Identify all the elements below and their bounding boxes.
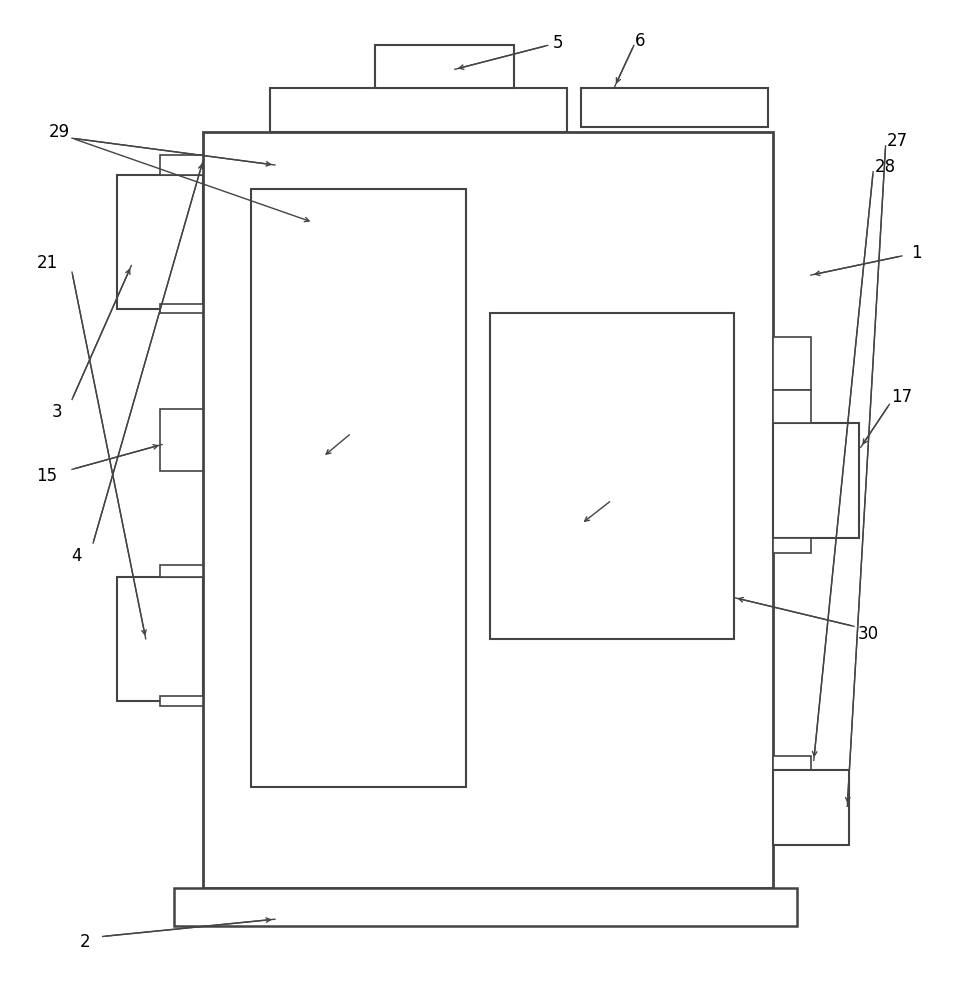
Text: 17: 17: [891, 388, 913, 406]
Text: 1: 1: [911, 244, 921, 262]
Text: 6: 6: [635, 32, 646, 50]
Bar: [175, 888, 796, 926]
Bar: [376, 45, 515, 88]
Bar: [160, 304, 203, 313]
Text: 21: 21: [37, 254, 57, 272]
Bar: [203, 132, 773, 888]
Text: 30: 30: [857, 625, 879, 643]
Bar: [773, 756, 811, 770]
Bar: [773, 337, 811, 390]
Bar: [773, 770, 850, 845]
Bar: [160, 565, 203, 577]
Text: 15: 15: [37, 467, 57, 485]
Bar: [270, 88, 567, 132]
Text: 3: 3: [51, 403, 62, 421]
Bar: [582, 88, 768, 127]
Text: 5: 5: [553, 34, 563, 52]
Text: 2: 2: [81, 933, 90, 951]
Text: 29: 29: [49, 123, 70, 141]
Bar: [160, 696, 203, 706]
Bar: [117, 175, 203, 309]
Bar: [773, 390, 811, 423]
Bar: [117, 577, 203, 701]
Text: 4: 4: [72, 547, 83, 565]
Bar: [160, 409, 203, 471]
Text: 28: 28: [875, 158, 896, 176]
Bar: [160, 155, 203, 175]
Bar: [773, 423, 858, 538]
Bar: [251, 189, 466, 787]
Bar: [773, 538, 811, 553]
Text: 27: 27: [887, 132, 908, 150]
Bar: [490, 313, 734, 639]
